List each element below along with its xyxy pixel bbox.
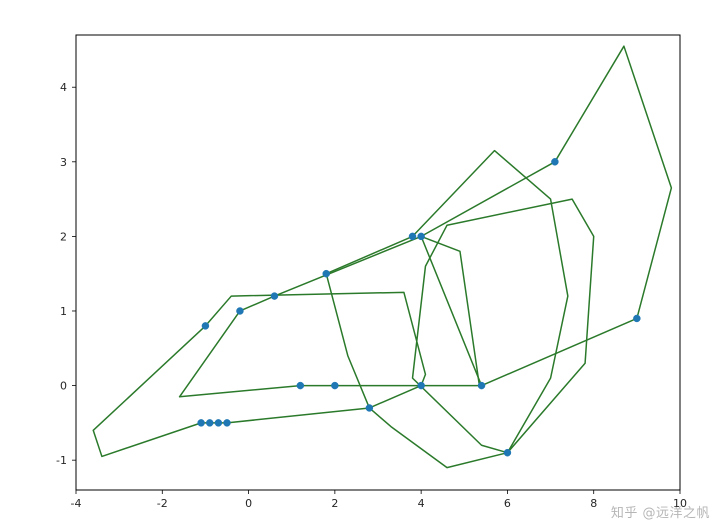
- scatter-point: [202, 322, 209, 329]
- scatter-point: [271, 293, 278, 300]
- y-tick-label: -1: [56, 454, 67, 467]
- y-tick-label: 3: [60, 156, 67, 169]
- hull-polygon: [180, 236, 480, 396]
- hull-polygon: [413, 199, 594, 453]
- scatter-point: [297, 382, 304, 389]
- hull-polygon: [326, 151, 568, 468]
- hull-polygon: [93, 292, 425, 456]
- chart-container: -4 -2 0 2 4 6 8 10 -1 0 1 2 3 4: [0, 0, 720, 527]
- x-tick-label: 10: [673, 497, 687, 510]
- scatter-point: [418, 233, 425, 240]
- hull-polygon: [421, 46, 671, 385]
- scatter-point: [236, 307, 243, 314]
- x-tick-label: 6: [504, 497, 511, 510]
- x-tick-label: 8: [590, 497, 597, 510]
- scatter-point: [323, 270, 330, 277]
- y-tick-label: 4: [60, 81, 67, 94]
- scatter-point: [224, 419, 231, 426]
- x-tick-label: -2: [157, 497, 168, 510]
- scatter-point: [215, 419, 222, 426]
- scatter-point: [478, 382, 485, 389]
- scatter-point: [633, 315, 640, 322]
- x-tick-label: 4: [418, 497, 425, 510]
- scatter-point: [206, 419, 213, 426]
- x-tick-label: -4: [71, 497, 82, 510]
- convex-hull-scatter-chart: -4 -2 0 2 4 6 8 10 -1 0 1 2 3 4: [0, 0, 720, 527]
- scatter-point: [409, 233, 416, 240]
- x-tick-label: 0: [245, 497, 252, 510]
- scatter-point: [551, 158, 558, 165]
- scatter-point: [418, 382, 425, 389]
- scatter-point: [504, 449, 511, 456]
- y-tick-label: 2: [60, 230, 67, 243]
- x-tick-label: 2: [331, 497, 338, 510]
- y-tick-label: 0: [60, 380, 67, 393]
- scatter-point: [198, 419, 205, 426]
- scatter-point: [331, 382, 338, 389]
- y-tick-label: 1: [60, 305, 67, 318]
- scatter-point: [366, 404, 373, 411]
